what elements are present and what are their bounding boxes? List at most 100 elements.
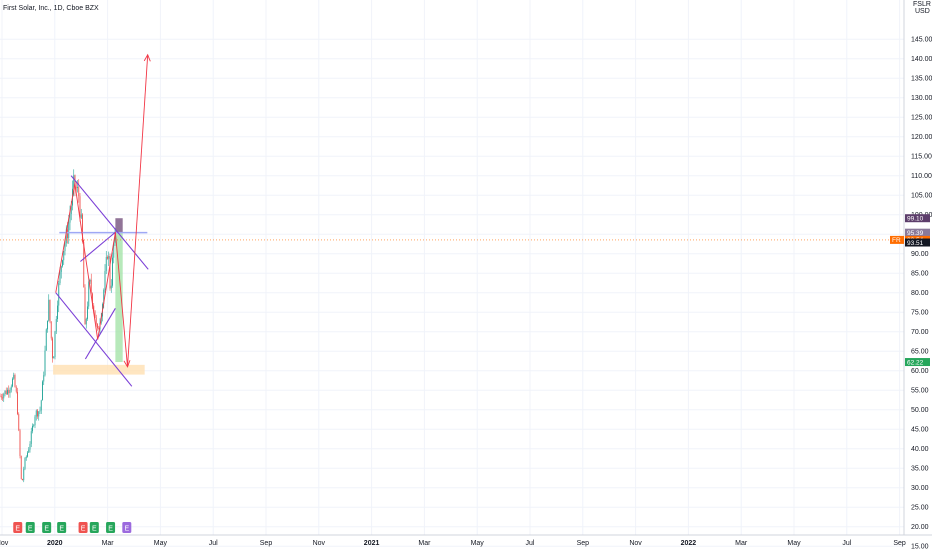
price-tick-label: 75.00	[911, 310, 929, 317]
channel-trend-line[interactable]	[70, 175, 149, 270]
price-tick-label: 90.00	[911, 251, 929, 258]
time-axis-label: 2021	[364, 540, 380, 547]
candle-body	[64, 243, 66, 252]
candle-body	[24, 458, 26, 469]
time-axis-label: Sep	[893, 540, 906, 547]
candle-body	[15, 386, 17, 392]
candle-body	[55, 318, 57, 332]
earnings-event-marker[interactable]: E	[42, 522, 52, 533]
projection-path-segment[interactable]	[74, 183, 83, 235]
time-axis-label: Sep	[577, 540, 590, 547]
candle-body	[70, 205, 72, 215]
candle-body	[84, 287, 86, 325]
price-label-text: 99.10	[907, 216, 924, 223]
time-axis-label: Nov	[313, 540, 326, 547]
channel-trend-line[interactable]	[80, 231, 116, 262]
time-axis-label: May	[471, 540, 485, 547]
price-tick-label: 145.00	[911, 37, 932, 44]
candle-body	[98, 328, 100, 330]
candle-body	[3, 394, 5, 399]
time-axis-label: Mar	[735, 540, 748, 547]
candle-body	[60, 266, 62, 272]
candle-body	[8, 389, 10, 394]
candle-body	[82, 214, 83, 243]
time-axis-label: Nov	[0, 540, 9, 547]
candle-body	[20, 455, 22, 480]
earnings-event-marker[interactable]: E	[89, 522, 99, 533]
earnings-event-marker[interactable]: E	[25, 522, 35, 533]
earnings-event-badge[interactable]	[89, 522, 99, 533]
candle-body	[65, 229, 67, 244]
price-label-text: 62.22	[907, 359, 924, 366]
candle-body	[97, 323, 98, 329]
price-tick-label: 115.00	[911, 154, 932, 161]
annotation-layer[interactable]	[0, 53, 904, 387]
short-position-target-zone[interactable]	[115, 232, 123, 363]
candle-body	[19, 430, 21, 456]
projection-path-segment[interactable]	[97, 232, 116, 340]
candle-body	[14, 374, 16, 387]
candle-body	[114, 232, 116, 244]
earnings-event-badge[interactable]	[13, 522, 23, 533]
candle-body	[18, 414, 20, 431]
earnings-event-marker[interactable]: E	[57, 522, 67, 533]
candle-body	[49, 299, 51, 322]
candle-body	[53, 356, 55, 359]
earnings-event-marker[interactable]: E	[106, 522, 116, 533]
candle-body	[59, 271, 61, 284]
price-label-badge	[905, 358, 930, 367]
price-label-text: 95.39	[907, 230, 924, 237]
candle-body	[110, 285, 112, 289]
candle-body	[40, 400, 42, 411]
earnings-event-label: E	[15, 526, 20, 533]
earnings-event-badge[interactable]	[122, 522, 132, 533]
price-tick-label: 45.00	[911, 427, 929, 434]
price-tick-label: 70.00	[911, 329, 929, 336]
earnings-event-marker[interactable]: E	[78, 522, 88, 533]
earnings-event-marker[interactable]: E	[122, 522, 132, 533]
time-axis-label: Jul	[842, 540, 851, 547]
earnings-event-badge[interactable]	[106, 522, 116, 533]
support-zone[interactable]	[53, 364, 145, 375]
candlestick-series	[0, 169, 116, 483]
projection-path-segment[interactable]	[81, 234, 99, 340]
candle-body	[47, 320, 48, 330]
channel-trend-line[interactable]	[55, 292, 133, 387]
candle-body	[67, 229, 68, 239]
candle-body	[28, 449, 30, 453]
price-axis-currency-top: FSLR	[913, 1, 931, 8]
projection-path-segment[interactable]	[127, 54, 149, 367]
earnings-event-marker[interactable]: E	[13, 522, 23, 533]
time-axis-label: May	[787, 540, 801, 547]
short-position-stop-zone[interactable]	[115, 218, 123, 233]
time-axis[interactable]: Nov 2020 Mar May Jul Sep Nov 2021 Mar May Jul Sep No…	[0, 540, 906, 547]
earnings-event-badge[interactable]	[25, 522, 35, 533]
price-tick-label: 125.00	[911, 115, 932, 122]
support-zone-layer	[53, 364, 145, 375]
candle-body	[95, 317, 97, 324]
price-tick-label: 110.00	[911, 173, 932, 180]
projection-path-segment[interactable]	[114, 232, 128, 367]
candle-body	[9, 389, 11, 394]
candle-body	[63, 251, 65, 261]
price-tick-label: 55.00	[911, 388, 929, 395]
projection-path-segment[interactable]	[55, 183, 76, 293]
candle-body	[34, 416, 36, 426]
earnings-event-badge[interactable]	[57, 522, 67, 533]
price-label-badge	[905, 238, 930, 247]
channel-trend-line[interactable]	[84, 308, 116, 360]
candle-body	[103, 289, 105, 305]
candle-body	[112, 257, 113, 286]
earnings-event-badge[interactable]	[78, 522, 88, 533]
candle-body	[44, 350, 46, 376]
candle-body	[89, 279, 91, 282]
candle-body	[109, 256, 111, 289]
earnings-event-badge[interactable]	[42, 522, 52, 533]
candle-body	[42, 381, 43, 401]
earnings-event-label: E	[124, 526, 129, 533]
price-label-badge	[905, 228, 930, 237]
candle-body	[88, 281, 90, 307]
